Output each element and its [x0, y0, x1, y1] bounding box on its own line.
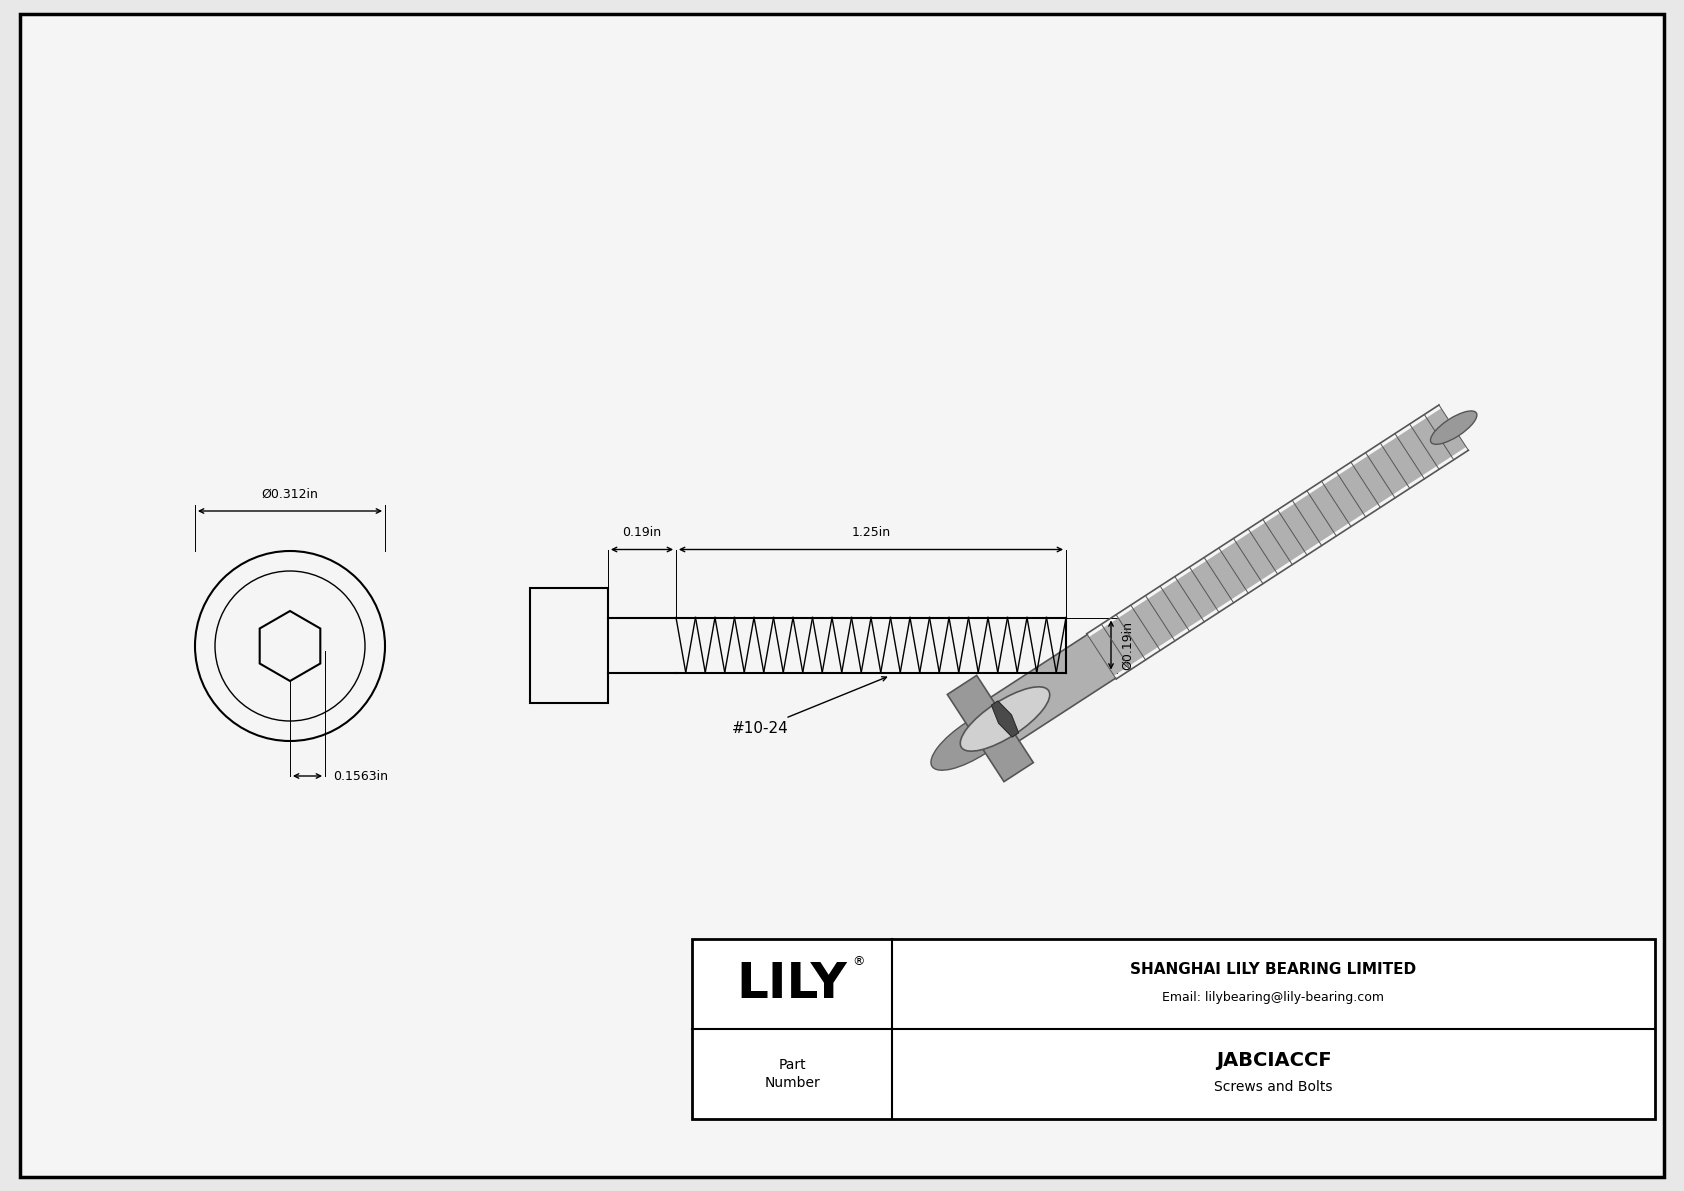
Polygon shape [948, 675, 1034, 781]
Polygon shape [1090, 409, 1467, 675]
Text: SHANGHAI LILY BEARING LIMITED: SHANGHAI LILY BEARING LIMITED [1130, 962, 1416, 978]
Ellipse shape [983, 703, 1027, 735]
Text: 0.1563in: 0.1563in [333, 769, 387, 782]
Ellipse shape [960, 687, 1049, 752]
Text: Email: lilybearing@lily-bearing.com: Email: lilybearing@lily-bearing.com [1162, 991, 1384, 1004]
Bar [692, 939, 1655, 1120]
Text: Screws and Bolts: Screws and Bolts [1214, 1080, 1332, 1095]
Text: 1.25in: 1.25in [852, 526, 891, 540]
Text: ®: ® [852, 955, 864, 968]
Text: Ø0.312in: Ø0.312in [261, 488, 318, 501]
Polygon shape [990, 635, 1115, 741]
Text: LILY: LILY [736, 960, 847, 1008]
Text: JABCIACCF: JABCIACCF [1216, 1052, 1332, 1071]
Polygon shape [992, 701, 1019, 737]
Text: Part
Number: Part Number [765, 1058, 820, 1090]
Text: #10-24: #10-24 [731, 676, 886, 736]
Text: Ø0.19in: Ø0.19in [1122, 621, 1133, 669]
Bar [530, 587, 608, 703]
Ellipse shape [1430, 411, 1477, 444]
Ellipse shape [931, 706, 1021, 771]
Text: 0.19in: 0.19in [623, 526, 662, 540]
